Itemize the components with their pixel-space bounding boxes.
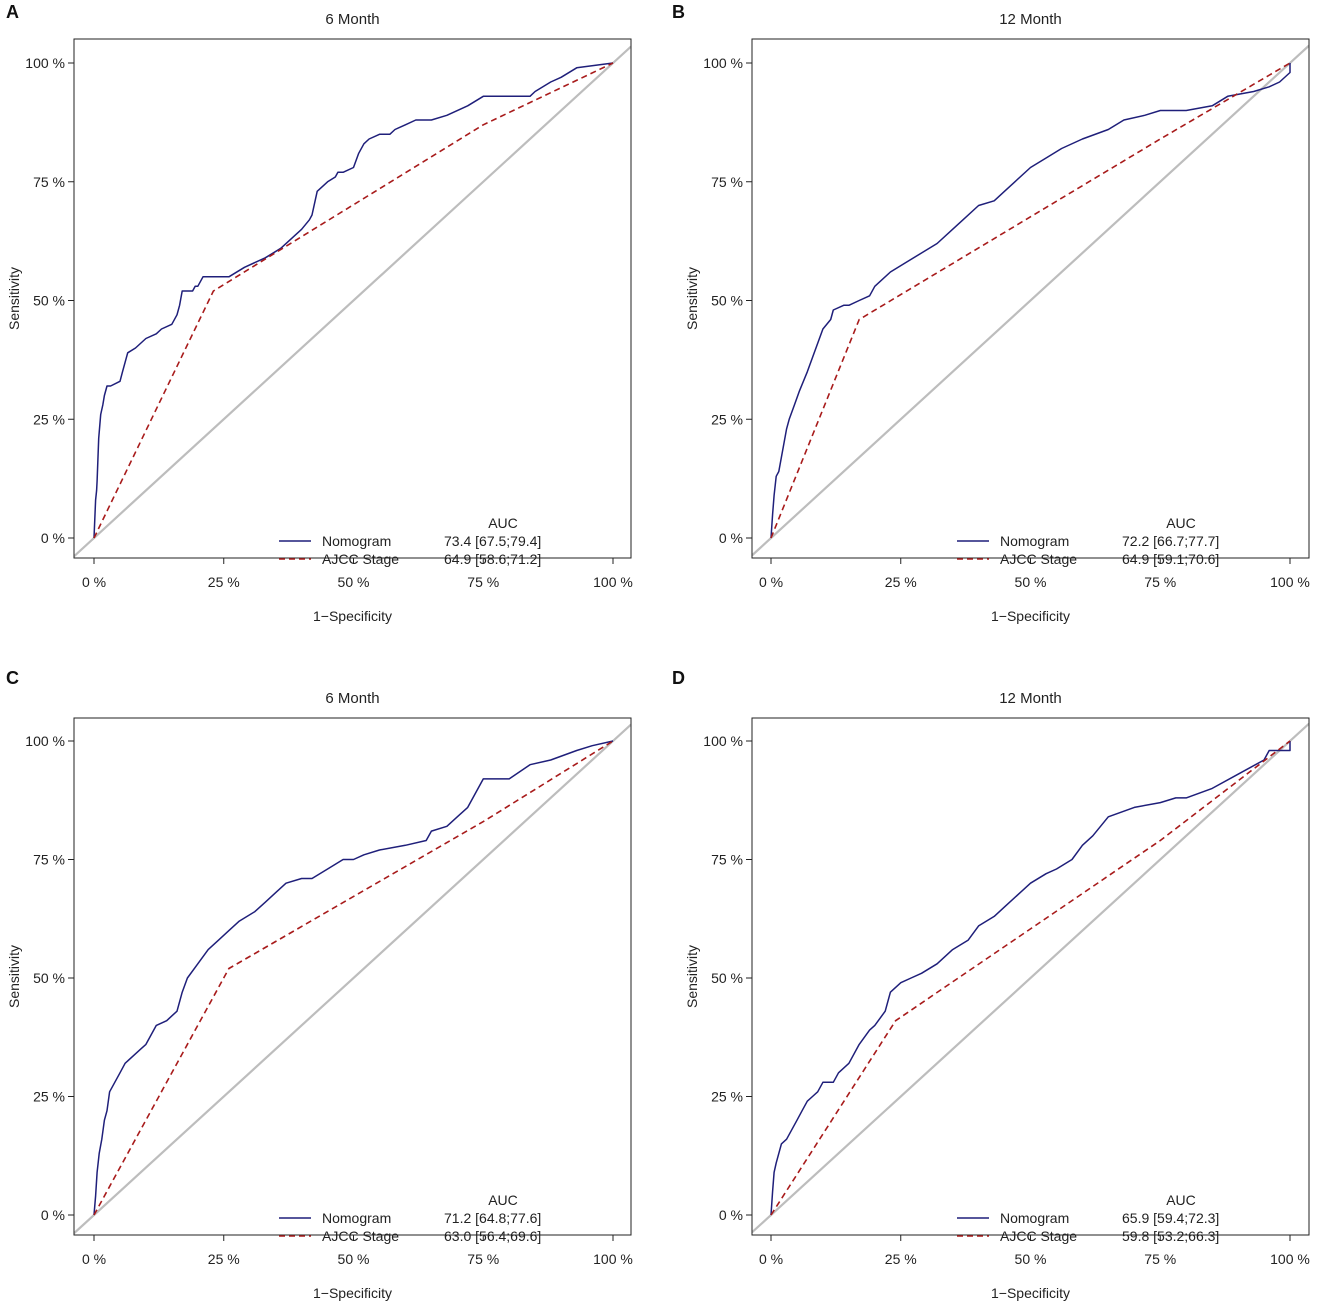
- y-tick-label: 50 %: [33, 970, 65, 986]
- series-line-ajcc-stage: [93, 740, 614, 1216]
- legend-auc-value: 72.2 [66.7;77.7]: [1122, 533, 1219, 549]
- y-tick-label: 25 %: [711, 1089, 743, 1105]
- y-tick-label: 25 %: [33, 411, 65, 427]
- panel-letter: C: [6, 668, 19, 688]
- chart-title: 12 Month: [999, 690, 1062, 707]
- x-axis-label: 1−Specificity: [313, 1285, 392, 1301]
- x-tick-label: 50 %: [338, 1251, 370, 1267]
- chart-title: 6 Month: [325, 690, 379, 707]
- x-tick-label: 75 %: [1144, 574, 1176, 590]
- plot-frame: [73, 717, 632, 1236]
- y-axis-label: Sensitivity: [684, 945, 700, 1008]
- y-tick-label: 50 %: [33, 293, 65, 309]
- x-axis-label: 1−Specificity: [313, 608, 392, 624]
- roc-panel-b: B 12 Month 0 % 25 % 50 % 75 % 100 % 0 % 25 % 50 %…: [672, 2, 1310, 624]
- legend-series-name: Nomogram: [322, 1210, 391, 1226]
- legend-auc-value: 73.4 [67.5;79.4]: [444, 533, 541, 549]
- x-tick-label: 25 %: [208, 574, 240, 590]
- reference-diagonal-line: [752, 44, 1309, 557]
- x-tick-label: 0 %: [82, 1251, 106, 1267]
- x-tick-label: 0 %: [759, 574, 783, 590]
- legend-auc-value: 64.9 [59.1;70.6]: [1122, 551, 1219, 567]
- series-line-nomogram: [770, 63, 1291, 539]
- legend-series-name: AJCC Stage: [322, 1228, 399, 1244]
- y-axis-label: Sensitivity: [6, 267, 22, 330]
- y-tick-label: 75 %: [711, 852, 743, 868]
- y-tick-label: 0 %: [41, 1207, 65, 1223]
- y-axis-label: Sensitivity: [6, 945, 22, 1008]
- series-line-nomogram: [93, 62, 614, 539]
- x-tick-label: 100 %: [1270, 1251, 1310, 1267]
- x-tick-label: 100 %: [1270, 574, 1310, 590]
- y-tick-label: 75 %: [711, 174, 743, 190]
- y-tick-label: 25 %: [33, 1089, 65, 1105]
- chart-title: 6 Month: [325, 11, 379, 28]
- y-tick-label: 25 %: [711, 411, 743, 427]
- y-tick-label: 50 %: [711, 970, 743, 986]
- x-tick-label: 50 %: [338, 574, 370, 590]
- legend-auc-header: AUC: [488, 515, 518, 531]
- legend-auc-header: AUC: [1166, 1192, 1196, 1208]
- legend-auc-header: AUC: [1166, 515, 1196, 531]
- y-tick-label: 100 %: [703, 55, 743, 71]
- x-tick-label: 75 %: [467, 1251, 499, 1267]
- legend-auc-value: 64.9 [58.6;71.2]: [444, 551, 541, 567]
- chart-title: 12 Month: [999, 11, 1062, 28]
- y-axis-label: Sensitivity: [684, 267, 700, 330]
- series-line-ajcc-stage: [770, 62, 1291, 539]
- panel-letter: B: [672, 2, 685, 22]
- legend-auc-value: 63.0 [56.4;69.6]: [444, 1228, 541, 1244]
- legend-series-name: AJCC Stage: [1000, 1228, 1077, 1244]
- legend-auc-value: 65.9 [59.4;72.3]: [1122, 1210, 1219, 1226]
- y-tick-label: 100 %: [25, 55, 65, 71]
- reference-diagonal-line: [752, 722, 1309, 1234]
- legend-series-name: AJCC Stage: [1000, 551, 1077, 567]
- y-tick-label: 100 %: [703, 733, 743, 749]
- legend-auc-value: 59.8 [53.2;66.3]: [1122, 1228, 1219, 1244]
- x-tick-label: 50 %: [1015, 574, 1047, 590]
- roc-panel-c: C 6 Month 0 % 25 % 50 % 75 % 100 % 0 % 25 % 50 % 7…: [6, 668, 633, 1301]
- series-line-nomogram: [93, 740, 614, 1216]
- roc-panel-d: D 12 Month 0 % 25 % 50 % 75 % 100 % 0 % 25 % 50 %…: [672, 668, 1310, 1301]
- series-line-ajcc-stage: [770, 740, 1291, 1216]
- legend-series-name: AJCC Stage: [322, 551, 399, 567]
- x-tick-label: 0 %: [82, 574, 106, 590]
- reference-diagonal-line: [74, 723, 631, 1235]
- y-tick-label: 75 %: [33, 852, 65, 868]
- x-tick-label: 75 %: [467, 574, 499, 590]
- x-tick-label: 25 %: [885, 574, 917, 590]
- x-tick-label: 50 %: [1015, 1251, 1047, 1267]
- legend-series-name: Nomogram: [1000, 1210, 1069, 1226]
- legend-series-name: Nomogram: [322, 533, 391, 549]
- legend-auc-header: AUC: [488, 1192, 518, 1208]
- y-tick-label: 75 %: [33, 174, 65, 190]
- x-axis-label: 1−Specificity: [991, 1285, 1070, 1301]
- panel-letter: A: [6, 2, 19, 22]
- y-tick-label: 100 %: [25, 733, 65, 749]
- roc-panel-a: A 6 Month 0 % 25 % 50 % 75 % 100 % 0 % 25 % 50 % 7…: [6, 2, 633, 624]
- x-tick-label: 75 %: [1144, 1251, 1176, 1267]
- series-line-nomogram: [770, 741, 1291, 1216]
- legend-series-name: Nomogram: [1000, 533, 1069, 549]
- x-axis-label: 1−Specificity: [991, 608, 1070, 624]
- y-tick-label: 0 %: [719, 530, 743, 546]
- y-tick-label: 0 %: [41, 530, 65, 546]
- legend-auc-value: 71.2 [64.8;77.6]: [444, 1210, 541, 1226]
- x-tick-label: 25 %: [885, 1251, 917, 1267]
- y-tick-label: 0 %: [719, 1207, 743, 1223]
- reference-diagonal-line: [74, 45, 631, 558]
- plot-frame: [73, 38, 632, 559]
- x-tick-label: 100 %: [593, 574, 633, 590]
- series-line-ajcc-stage: [93, 62, 614, 539]
- panel-letter: D: [672, 668, 685, 688]
- x-tick-label: 25 %: [208, 1251, 240, 1267]
- x-tick-label: 100 %: [593, 1251, 633, 1267]
- x-tick-label: 0 %: [759, 1251, 783, 1267]
- y-tick-label: 50 %: [711, 293, 743, 309]
